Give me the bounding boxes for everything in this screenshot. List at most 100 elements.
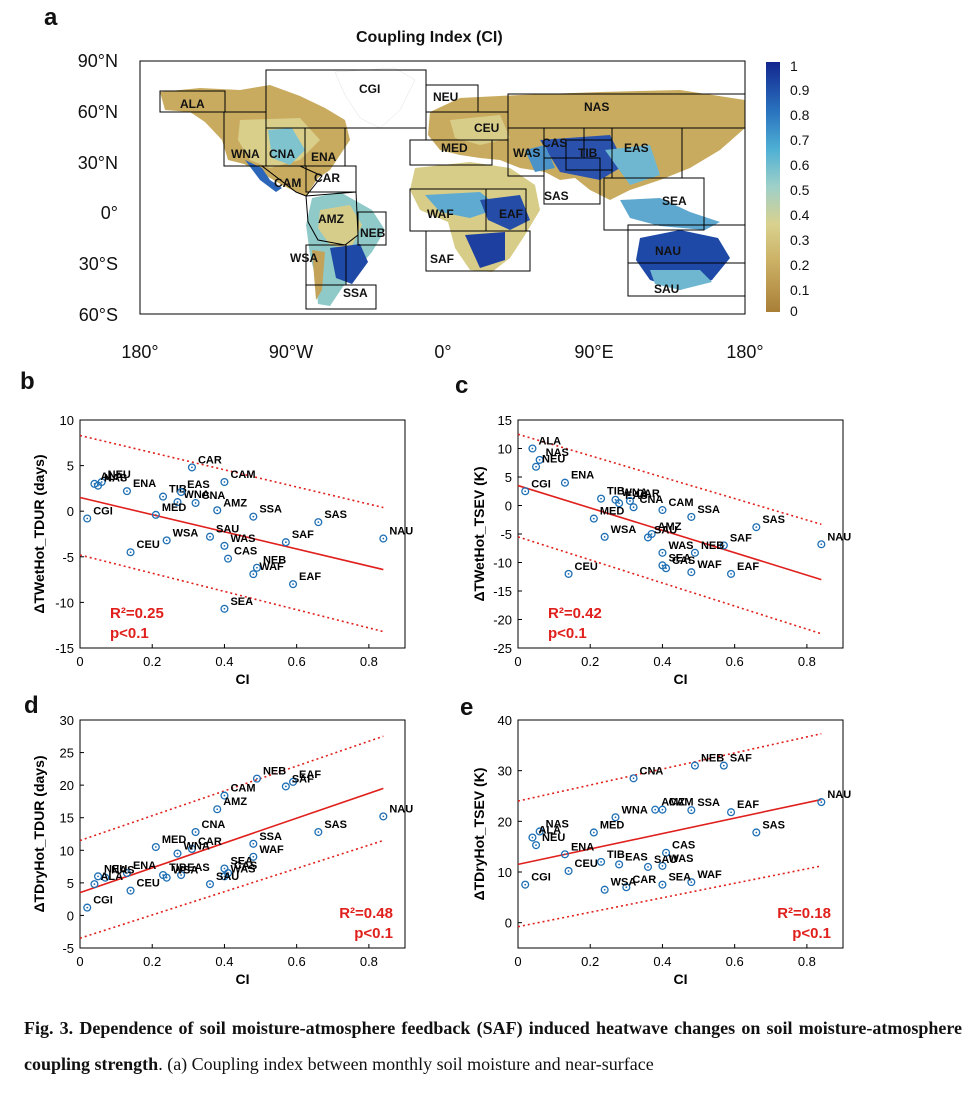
data-point xyxy=(220,791,229,800)
data-point-label: EAS xyxy=(625,851,648,863)
data-point-label: EAS xyxy=(625,490,648,502)
data-point-label: NAU xyxy=(389,526,413,538)
data-point-center xyxy=(564,853,566,856)
data-point-center xyxy=(191,466,193,469)
data-point-center xyxy=(632,777,635,780)
p-value-label: p<0.1 xyxy=(110,625,149,642)
x-tick-label: 0.4 xyxy=(215,654,233,669)
data-point-label: EAF xyxy=(299,571,321,583)
data-point-label: SSA xyxy=(697,797,720,809)
data-point-label: NEU xyxy=(542,832,565,844)
data-point-label: WNA xyxy=(184,841,210,853)
y-tick-label: 30 xyxy=(60,713,74,728)
r-squared-label: R²=0.18 xyxy=(777,905,831,922)
data-point-label: AMZ xyxy=(223,796,247,808)
data-point xyxy=(589,514,598,523)
region-label: CAM xyxy=(274,176,301,190)
data-point-center xyxy=(86,906,89,909)
y-axis-label: ΔTWetHot_TSEV (K) xyxy=(471,466,487,601)
data-point-center xyxy=(223,607,226,610)
data-point-label: WAF xyxy=(259,844,284,856)
y-tick-label: -10 xyxy=(493,556,512,571)
lon-label: 180° xyxy=(726,342,763,362)
x-tick-label: 0 xyxy=(76,954,83,969)
data-point-label: CAS xyxy=(234,860,257,872)
data-point xyxy=(224,554,233,563)
data-point xyxy=(600,885,609,894)
r-squared-label: R²=0.25 xyxy=(110,605,164,622)
data-point xyxy=(289,777,298,786)
regression-line xyxy=(79,787,384,894)
data-point xyxy=(162,873,171,882)
data-point-label: NEU xyxy=(542,454,565,466)
region-label: TIB xyxy=(578,146,598,160)
data-point-center xyxy=(661,509,664,511)
x-tick-label: 0.8 xyxy=(798,654,816,669)
lon-label: 180° xyxy=(121,342,158,362)
data-point-center xyxy=(524,883,527,886)
p-value-label: p<0.1 xyxy=(354,925,393,942)
data-point-label: NAS xyxy=(111,865,134,877)
x-axis-label: CI xyxy=(236,971,250,987)
data-point xyxy=(727,569,736,578)
data-point-label: SAU xyxy=(216,871,239,883)
data-point-center xyxy=(180,491,183,493)
data-point-label: SAF xyxy=(730,753,752,765)
data-point xyxy=(560,850,569,859)
data-point xyxy=(752,828,761,837)
colorbar-tick: 0 xyxy=(790,303,798,319)
data-point xyxy=(658,805,667,814)
data-point-center xyxy=(165,539,168,542)
colorbar-tick: 0.7 xyxy=(790,132,810,148)
region-label: EAS xyxy=(624,141,649,155)
x-tick-label: 0.8 xyxy=(360,954,378,969)
p-value-label: p<0.1 xyxy=(792,925,831,942)
data-point xyxy=(658,880,667,889)
y-tick-label: 5 xyxy=(67,459,74,474)
data-point xyxy=(177,487,186,497)
y-tick-label: -25 xyxy=(493,641,512,656)
data-point xyxy=(126,886,135,895)
x-axis-label: CI xyxy=(674,971,688,987)
data-point-label: SSA xyxy=(697,504,720,516)
data-point-center xyxy=(661,883,664,886)
scatter-chart-c: 0 0.2 0.4 0.6 0.8 -25 -20 -15 -10 -5 0 5 10 15 CI ΔTWet… xyxy=(471,413,851,687)
data-point-center xyxy=(292,583,294,586)
panel-b-letter: b xyxy=(20,368,35,395)
data-point-label: WSA xyxy=(611,877,637,889)
data-point-center xyxy=(524,490,527,493)
lat-label: 60°N xyxy=(78,102,118,122)
data-point-center xyxy=(100,481,103,483)
data-point-label: EAS xyxy=(187,862,210,874)
data-point-center xyxy=(603,888,606,891)
data-point-label: MED xyxy=(162,502,187,514)
data-point xyxy=(817,798,826,807)
data-point-center xyxy=(531,836,534,839)
data-point xyxy=(173,849,182,858)
data-point-center xyxy=(292,780,294,783)
data-point xyxy=(521,880,530,889)
data-point-label: ENA xyxy=(133,860,156,872)
data-point xyxy=(662,848,671,857)
region-label: SAS xyxy=(544,189,569,203)
data-point-center xyxy=(93,482,96,485)
data-point-center xyxy=(614,498,617,501)
data-point xyxy=(719,541,728,550)
x-tick-label: 0.8 xyxy=(798,954,816,969)
data-point-label: WAF xyxy=(259,561,284,573)
data-point xyxy=(151,510,160,519)
data-point-center xyxy=(194,502,197,504)
data-point-center xyxy=(252,842,255,845)
region-labels: ALA CGI WNA CNA ENA CAM CAR AMZ NEB WSA … xyxy=(180,82,687,300)
data-point-center xyxy=(154,846,157,848)
data-point-label: SEA xyxy=(230,856,253,868)
data-point-label: SAF xyxy=(730,532,752,544)
data-point xyxy=(101,873,110,882)
upper-bound-line xyxy=(79,735,384,842)
data-point xyxy=(643,533,653,542)
y-tick-label: -20 xyxy=(493,613,512,628)
regression-line xyxy=(79,496,384,571)
data-point-label: MED xyxy=(600,506,625,518)
y-tick-label: -10 xyxy=(55,595,74,610)
y-tick-label: 0 xyxy=(505,916,512,931)
